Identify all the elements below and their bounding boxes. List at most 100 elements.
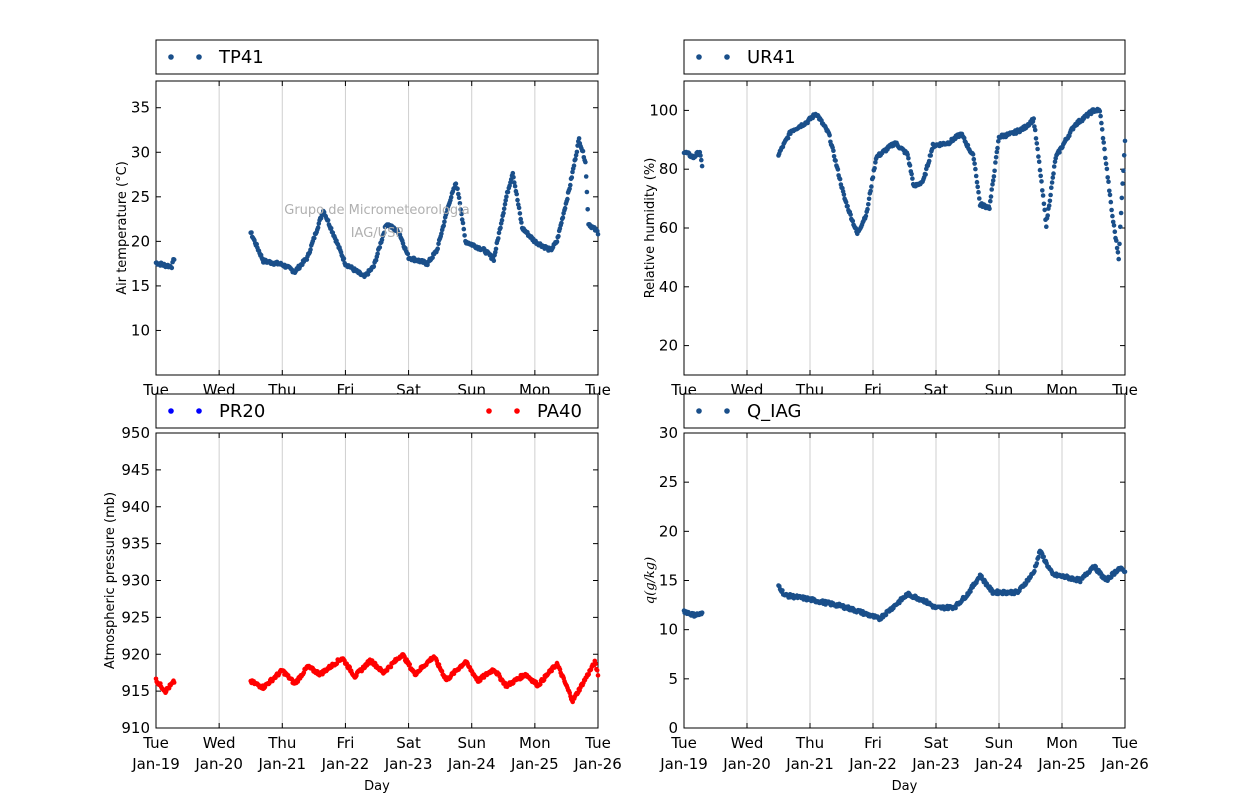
data-point <box>493 246 499 252</box>
data-point <box>388 664 394 670</box>
data-point <box>926 158 932 164</box>
data-point <box>512 183 518 189</box>
data-point <box>1097 109 1103 114</box>
x-tick-label-date: Jan-23 <box>384 755 433 773</box>
data-point <box>1051 164 1057 169</box>
data-point <box>995 145 1000 151</box>
y-tick-label: 25 <box>131 188 150 206</box>
y-tick-label: 40 <box>659 278 678 296</box>
data-point <box>831 154 837 159</box>
data-point <box>780 588 785 593</box>
x-tick-label-day: Mon <box>1046 734 1078 752</box>
y-tick-label: 60 <box>659 219 678 237</box>
data-point <box>171 680 177 685</box>
data-point <box>1105 175 1110 180</box>
y-tick-label: 940 <box>121 498 150 516</box>
data-point <box>488 252 494 258</box>
data-point <box>870 175 876 180</box>
legend-box <box>155 393 599 429</box>
data-point <box>698 153 703 158</box>
data-point <box>1051 171 1056 176</box>
data-point <box>827 133 832 138</box>
data-point <box>453 181 459 186</box>
data-point <box>1031 116 1036 121</box>
data-point <box>1110 213 1115 219</box>
data-point <box>1047 198 1053 204</box>
data-point <box>843 199 849 205</box>
data-point <box>1100 135 1106 141</box>
data-point <box>517 211 523 216</box>
data-point <box>1116 256 1121 262</box>
data-point <box>988 194 994 199</box>
data-point <box>907 163 913 168</box>
y-tick-label: 925 <box>121 608 150 626</box>
data-point <box>994 149 1000 155</box>
data-point <box>371 264 377 269</box>
data-point <box>866 202 871 207</box>
data-point <box>993 155 999 160</box>
y-tick-label: 0 <box>668 719 678 737</box>
data-point <box>987 206 992 212</box>
data-point <box>1118 224 1123 230</box>
x-tick-label-day: Mon <box>519 734 551 752</box>
data-point <box>594 667 600 673</box>
data-point <box>909 171 914 177</box>
data-point <box>970 152 976 157</box>
x-tick-label-date: Jan-24 <box>447 755 496 773</box>
data-point <box>1122 138 1128 144</box>
data-point <box>1111 223 1117 228</box>
data-point <box>510 170 516 176</box>
data-point <box>1032 124 1037 129</box>
data-point <box>1104 166 1110 172</box>
legend: TP41 <box>155 39 599 75</box>
data-point <box>442 219 447 225</box>
legend-marker <box>168 54 174 60</box>
data-point <box>501 206 507 211</box>
data-point <box>595 673 601 678</box>
watermark-line-2: IAG/USP <box>351 226 404 241</box>
data-point <box>1041 201 1047 207</box>
legend-marker <box>696 54 702 60</box>
data-point <box>435 246 441 251</box>
data-point <box>837 176 843 182</box>
data-point <box>1115 250 1121 255</box>
data-point <box>848 212 853 217</box>
x-tick-label-date: Jan-26 <box>1100 755 1149 773</box>
y-tick-label: 915 <box>121 682 150 700</box>
legend-label: PA40 <box>537 401 582 422</box>
data-point <box>977 196 982 201</box>
data-point <box>377 245 383 250</box>
x-tick-label-date: Jan-25 <box>1037 755 1086 773</box>
legend-marker <box>168 408 174 414</box>
data-point <box>462 233 467 238</box>
data-point <box>585 207 590 212</box>
legend: PR20 PA40 <box>155 393 599 429</box>
x-tick-label-day: Sun <box>457 734 486 752</box>
series-Q_IAG <box>681 548 1128 623</box>
data-point <box>573 156 578 162</box>
y-tick-label: 20 <box>659 337 678 355</box>
data-point <box>1057 150 1062 155</box>
data-point <box>560 215 566 220</box>
x-tick-label-day: Sat <box>396 734 421 752</box>
data-point <box>556 233 561 239</box>
data-point <box>347 664 353 670</box>
x-tick-label-day: Tue <box>584 734 611 752</box>
data-point <box>699 157 704 163</box>
series-TP41 <box>153 136 601 280</box>
x-tick-label-date: Jan-20 <box>194 755 243 773</box>
watermark-line-1: Grupo de Micrometeorologia <box>284 203 470 218</box>
data-point <box>1103 155 1108 161</box>
data-point <box>988 198 993 204</box>
data-point <box>974 179 980 185</box>
data-point <box>906 156 911 161</box>
data-point <box>511 174 516 180</box>
y-tick-label: 30 <box>131 143 150 161</box>
data-point <box>973 166 978 172</box>
data-point <box>249 230 254 235</box>
y-axis-label: q(g/kg) <box>643 557 658 604</box>
data-point <box>1107 192 1113 198</box>
data-point <box>328 226 334 231</box>
data-point <box>381 230 387 236</box>
